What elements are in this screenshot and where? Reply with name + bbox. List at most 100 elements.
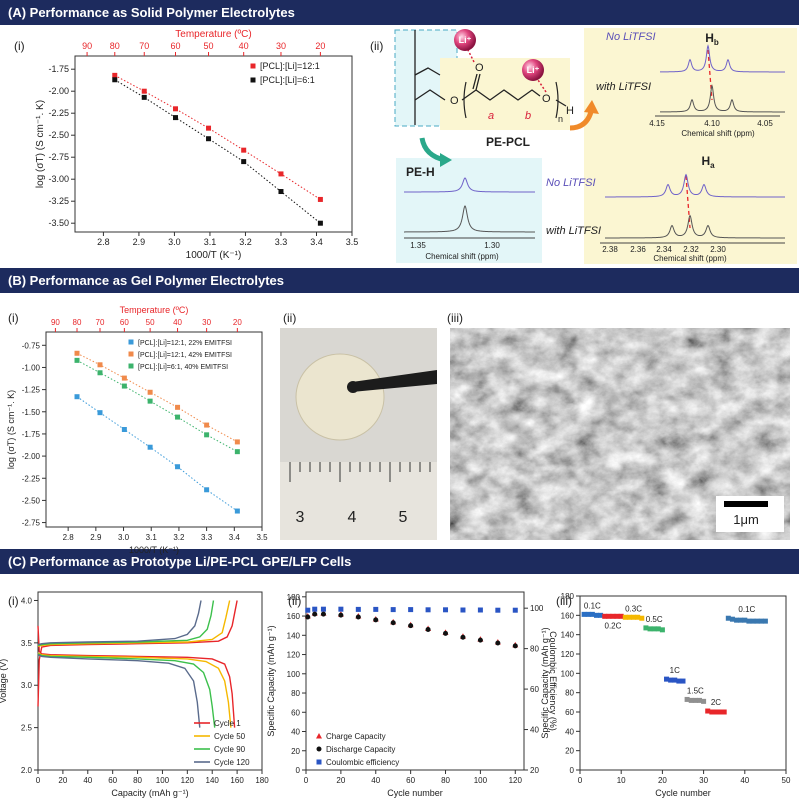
data-point xyxy=(316,746,322,752)
nmr-spectrum xyxy=(659,84,785,113)
data-point xyxy=(750,618,756,624)
peak-label: Ha xyxy=(701,154,715,170)
x2-tick-label: 40 xyxy=(173,318,182,327)
li-label: Li⁺ xyxy=(459,35,472,45)
data-point xyxy=(443,630,449,636)
data-point xyxy=(443,607,449,613)
membrane-disc xyxy=(295,353,385,441)
data-point xyxy=(408,623,414,629)
data-point xyxy=(512,643,518,649)
y-tick-label: 60 xyxy=(291,708,300,717)
series-label: 0.1C xyxy=(738,605,755,614)
pcl-region xyxy=(440,58,570,130)
data-point xyxy=(713,709,719,715)
data-point xyxy=(692,697,698,703)
shift-guide xyxy=(707,49,713,101)
data-point xyxy=(204,487,210,493)
x2-tick-label: 30 xyxy=(276,41,286,51)
x2-axis-label: Temperature (ºC) xyxy=(120,305,189,315)
series-label: 1.5C xyxy=(687,686,704,695)
data-point xyxy=(746,618,752,624)
peak-label-main: H xyxy=(705,31,714,45)
y-tick-label: -0.75 xyxy=(22,341,41,350)
x-tick-label: 20 xyxy=(336,776,345,785)
data-point xyxy=(738,617,744,623)
peak-label-main: H xyxy=(701,154,710,168)
data-point xyxy=(317,220,323,226)
data-point xyxy=(664,676,670,682)
li-ion xyxy=(454,29,476,51)
data-point xyxy=(589,611,595,617)
data-point xyxy=(651,626,657,632)
nmr-panel xyxy=(396,158,542,263)
x-tick-label: 20 xyxy=(658,776,667,785)
end-group: H xyxy=(566,105,574,117)
nmr-spectrum xyxy=(605,214,785,239)
data-point xyxy=(234,508,240,514)
nmr-spectrum xyxy=(660,44,785,73)
data-point xyxy=(317,196,323,202)
data-point xyxy=(206,136,212,142)
y-tick-label: 40 xyxy=(565,727,574,736)
data-point xyxy=(390,607,396,613)
x-tick-label: 3.5 xyxy=(346,237,359,247)
nmr-tick: 2.34 xyxy=(656,245,672,254)
header-bar xyxy=(0,549,799,574)
x-tick-label: 100 xyxy=(156,776,170,785)
atom: O xyxy=(475,62,484,74)
section-title: (C) Performance as Prototype Li/PE-PCL G… xyxy=(8,554,351,569)
bond xyxy=(472,73,478,90)
data-point xyxy=(606,613,612,619)
data-point xyxy=(278,189,284,195)
x-axis-label: 1000/T (K⁻¹) xyxy=(186,250,242,261)
nmr-axis-label: Chemical shift (ppm) xyxy=(681,129,755,138)
y2-tick-label: 80 xyxy=(530,645,539,654)
ruler-label: 3 xyxy=(296,509,305,526)
x2-tick-label: 70 xyxy=(139,41,149,51)
data-point xyxy=(74,357,80,363)
nmr-spectrum xyxy=(605,173,785,198)
panel-label: (ii) xyxy=(288,594,301,608)
data-point xyxy=(672,677,678,683)
data-point xyxy=(593,612,599,618)
x-tick-label: 3.1 xyxy=(204,237,217,247)
molecule-diagram: O O O Li⁺ Li⁺ n H a b PE-PCL PE-H No LiT… xyxy=(394,28,797,264)
data-point xyxy=(614,613,620,619)
sem-image: 1μm xyxy=(450,328,790,540)
plot-frame xyxy=(579,595,787,771)
y-tick-label: -2.75 xyxy=(48,152,69,162)
y-tick-label: 60 xyxy=(565,708,574,717)
data-point xyxy=(320,606,326,612)
x-tick-label: 50 xyxy=(782,776,791,785)
data-point xyxy=(696,697,702,703)
y-tick-label: -2.75 xyxy=(22,519,41,528)
tweezers-tip xyxy=(347,381,359,393)
y-tick-label: -1.75 xyxy=(48,64,69,74)
data-point xyxy=(355,606,361,612)
data-point xyxy=(250,63,256,69)
data-point xyxy=(425,607,431,613)
y-tick-label: 120 xyxy=(287,651,301,660)
x-axis-label: Capacity (mAh g⁻¹) xyxy=(111,788,188,798)
y-tick-label: 2.0 xyxy=(21,766,33,775)
x-tick-label: 30 xyxy=(699,776,708,785)
nmr-axis-label: Chemical shift (ppm) xyxy=(425,252,499,261)
legend-label: Cycle 1 xyxy=(214,719,241,728)
arrow-head xyxy=(584,100,599,114)
y-tick-label: 0 xyxy=(570,766,575,775)
x-tick-label: 3.2 xyxy=(173,533,185,542)
y-tick-label: -2.50 xyxy=(48,130,69,140)
y-axis-label: Specific Capacity (mAh g⁻¹) xyxy=(266,625,276,736)
y-axis-label: Specific Capacity (mAh g⁻¹) xyxy=(540,627,550,738)
data-point xyxy=(112,77,118,83)
data-point xyxy=(754,618,760,624)
x-tick-label: 120 xyxy=(509,776,523,785)
nmr-condition: No LiTFSI xyxy=(606,31,656,43)
data-point xyxy=(425,627,431,633)
x-tick-label: 3.4 xyxy=(229,533,241,542)
x-tick-label: 180 xyxy=(255,776,269,785)
plot-frame xyxy=(45,331,263,528)
x2-tick-label: 30 xyxy=(202,318,211,327)
